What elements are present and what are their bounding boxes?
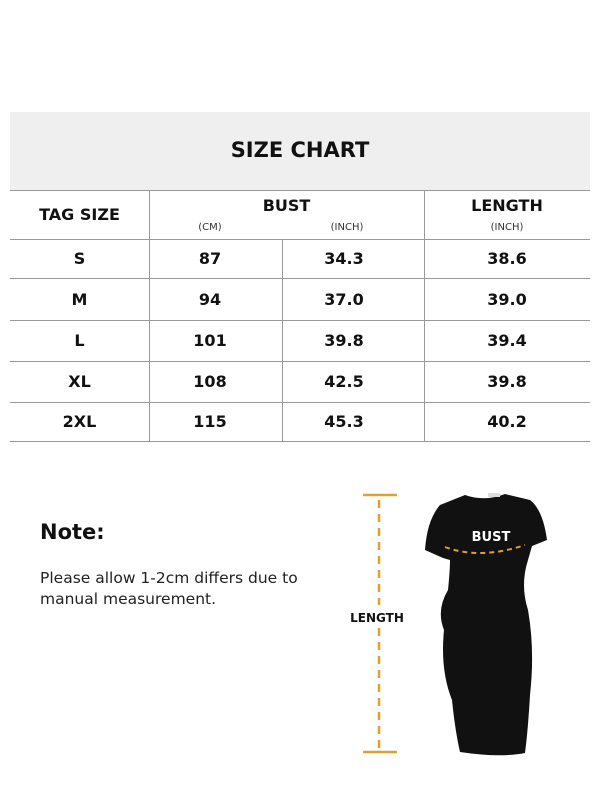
- cell-size: S: [73, 249, 86, 268]
- cell-size: M: [71, 289, 88, 309]
- title-band: SIZE CHART: [10, 112, 590, 191]
- cell-bust-inch: 42.5: [324, 372, 364, 391]
- cell-bust-cm: 108: [193, 372, 227, 391]
- cell-length-inch: 39.8: [487, 372, 527, 391]
- header-length: LENGTH: [471, 196, 543, 215]
- header-bust: BUST: [262, 196, 311, 215]
- cell-bust-inch: 37.0: [324, 289, 364, 309]
- cell-bust-inch: 34.3: [324, 249, 364, 268]
- note-title: Note:: [40, 520, 105, 544]
- cell-size: 2XL: [62, 412, 97, 431]
- divider: [282, 239, 283, 441]
- header-bust-cm: (CM): [198, 222, 222, 233]
- divider: [149, 190, 150, 441]
- page-title: SIZE CHART: [230, 138, 370, 162]
- length-measure-line: [363, 493, 397, 754]
- divider: [10, 239, 590, 240]
- cell-bust-cm: 101: [193, 331, 227, 350]
- divider: [10, 361, 590, 362]
- divider: [10, 320, 590, 321]
- bust-measure-line: [444, 544, 526, 554]
- divider: [10, 441, 590, 442]
- note-text: Please allow 1-2cm differs due to manual…: [40, 569, 298, 608]
- cell-length-inch: 39.0: [487, 289, 527, 309]
- cell-length-inch: 38.6: [487, 249, 527, 268]
- divider: [10, 278, 590, 279]
- dress-image: [425, 494, 547, 756]
- cell-bust-inch: 45.3: [324, 412, 364, 431]
- header-bust-inch: (INCH): [330, 222, 364, 233]
- cell-bust-cm: 87: [198, 249, 222, 268]
- bust-label: BUST: [472, 530, 511, 545]
- header-tag-size: TAG SIZE: [39, 205, 120, 224]
- divider: [10, 402, 590, 403]
- divider: [424, 190, 425, 441]
- cell-size: XL: [68, 372, 91, 391]
- cell-length-inch: 40.2: [487, 412, 527, 431]
- cell-bust-inch: 39.8: [324, 331, 364, 350]
- dress-measurement-figure: BUST LENGTH: [350, 493, 547, 756]
- cell-size: L: [74, 331, 85, 350]
- cell-bust-cm: 94: [198, 289, 222, 309]
- length-label: LENGTH: [350, 611, 404, 625]
- header-length-inch: (INCH): [490, 222, 524, 233]
- cell-bust-cm: 115: [193, 412, 227, 431]
- cell-length-inch: 39.4: [487, 331, 527, 350]
